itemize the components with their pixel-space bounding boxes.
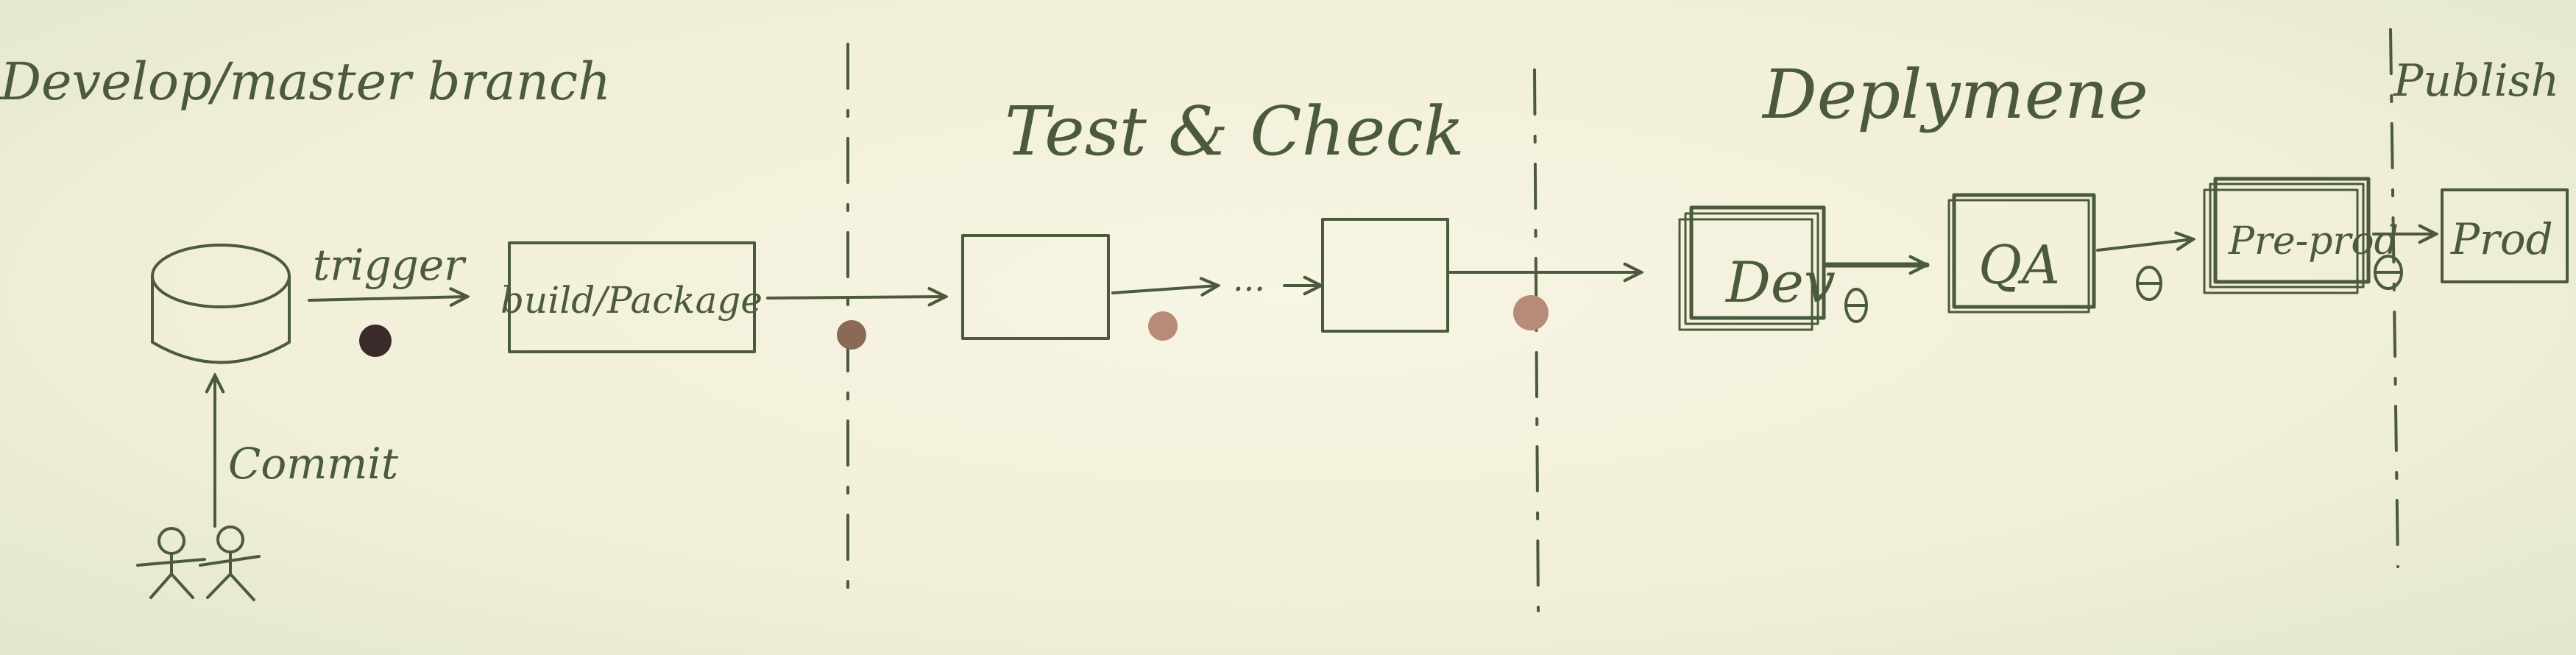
gate-theta-publish: [2374, 255, 2403, 290]
preprod-label: Pre-prod: [2228, 219, 2399, 263]
build-to-test-arrow: [766, 297, 946, 298]
dev-label: Dev: [1724, 249, 1836, 315]
section-title-branch: Develop/master branch: [0, 52, 611, 112]
gate-dot-build: [837, 320, 866, 350]
section-title-publish: Publish: [2393, 55, 2559, 107]
commit-label: Commit: [228, 439, 399, 489]
gate-theta-dev: [1844, 288, 1868, 323]
section-title-deploy: Deplymene: [1761, 55, 2148, 134]
repository-icon: [151, 244, 291, 364]
test-step-arrow: [1111, 286, 1218, 293]
gate-dot-trigger: [359, 325, 392, 357]
prod-box: [2441, 188, 2569, 283]
developer-icon: [136, 527, 206, 599]
prod-label: Prod: [2450, 214, 2553, 264]
qa-environment-box: QA: [1947, 193, 2096, 314]
divider-3: [2389, 28, 2399, 568]
trigger-label: trigger: [313, 240, 467, 290]
developer-icon: [199, 525, 261, 601]
qa-to-preprod-arrow: [2096, 239, 2193, 252]
build-package-label: build/Package: [500, 279, 762, 322]
test-ellipsis: ...: [1233, 259, 1265, 299]
trigger-arrow: [308, 297, 467, 300]
preprod-environment-box: Pre-prod: [2203, 177, 2399, 294]
dev-environment-box: Dev: [1678, 205, 1836, 331]
divider-2: [1533, 68, 1540, 612]
gate-dot-deploy: [1513, 295, 1549, 330]
build-package-box: [508, 241, 756, 353]
qa-label: QA: [1978, 234, 2060, 296]
section-title-test: Test & Check: [1005, 92, 1465, 171]
test-step-box: [961, 234, 1110, 340]
gate-theta-qa: [2136, 266, 2162, 301]
gate-dot-test: [1148, 311, 1178, 341]
test-step-box: [1321, 218, 1449, 333]
